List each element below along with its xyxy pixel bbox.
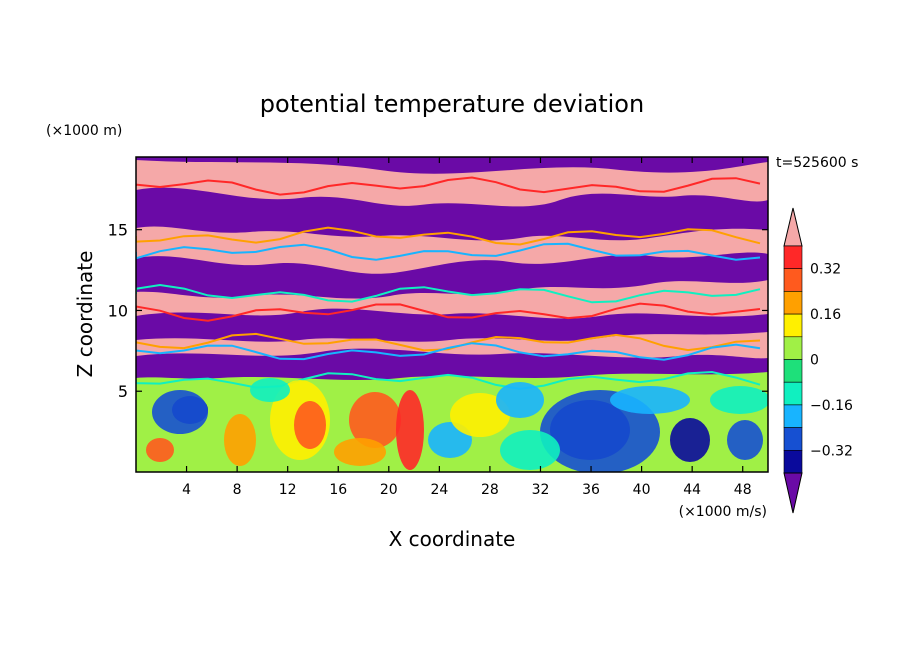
plot-frame bbox=[135, 156, 769, 473]
eddy-13 bbox=[224, 414, 256, 466]
x-tick-label: 48 bbox=[734, 482, 752, 498]
x-tick-label: 12 bbox=[279, 482, 297, 498]
eddy-2 bbox=[152, 390, 208, 434]
chart-title: potential temperature deviation bbox=[260, 90, 644, 118]
purple-layer-5 bbox=[136, 348, 768, 380]
x-tick-label: 44 bbox=[683, 482, 701, 498]
colorbar-bin bbox=[783, 359, 803, 383]
eddy-6 bbox=[396, 390, 424, 470]
colorbar: 0.32 0.16 0 −0.16 −0.32 bbox=[783, 207, 853, 514]
layer-fringe-6 bbox=[136, 332, 761, 352]
purple-layer-4 bbox=[136, 308, 768, 342]
eddy-16 bbox=[146, 438, 174, 462]
eddy-20 bbox=[334, 438, 386, 466]
eddy-15 bbox=[610, 386, 690, 414]
colorbar-tick-label: 0 bbox=[810, 353, 819, 369]
colorbar-bin bbox=[783, 268, 803, 292]
eddy-18 bbox=[496, 382, 544, 418]
y-tick-label: 15 bbox=[108, 221, 128, 240]
colorbar-extend-max bbox=[783, 207, 803, 247]
eddy-5 bbox=[349, 392, 401, 448]
purple-layer-2 bbox=[136, 187, 768, 241]
colorbar-bin bbox=[783, 427, 803, 451]
eddy-19 bbox=[250, 378, 290, 402]
layer-fringe-5 bbox=[136, 302, 761, 322]
x-tick-label: 32 bbox=[532, 482, 550, 498]
eddy-4 bbox=[294, 401, 326, 449]
eddy-14 bbox=[500, 430, 560, 470]
x-axis: 4 8 12 16 20 24 28 32 36 40 44 48 bbox=[182, 157, 752, 498]
x-tick-label: 24 bbox=[430, 482, 448, 498]
colorbar-tick-label: 0.16 bbox=[810, 307, 841, 323]
layer-fringe-8 bbox=[136, 370, 761, 390]
layer-fringe-3 bbox=[136, 242, 761, 261]
y-tick-label: 5 bbox=[118, 382, 128, 401]
y-axis-label: Z coordinate bbox=[73, 251, 97, 378]
time-label: t=525600 s bbox=[776, 155, 858, 171]
layer-fringe-7 bbox=[136, 342, 761, 361]
eddy-11 bbox=[670, 418, 710, 462]
colorbar-tick-label: −0.32 bbox=[810, 443, 853, 459]
x-axis-label: X coordinate bbox=[389, 527, 516, 551]
colorbar-bin bbox=[783, 404, 803, 428]
x-tick-label: 4 bbox=[182, 482, 191, 498]
purple-layer-3 bbox=[136, 252, 768, 299]
colorbar-bin bbox=[783, 313, 803, 338]
eddy-17 bbox=[710, 386, 768, 414]
y-tick-label: 10 bbox=[108, 301, 128, 320]
colorbar-bin bbox=[783, 336, 803, 360]
x-tick-label: 8 bbox=[233, 482, 242, 498]
y-unit-label: (×1000 m) bbox=[46, 123, 122, 139]
contour-field bbox=[136, 157, 768, 472]
colorbar-bin bbox=[783, 381, 803, 406]
colorbar-bin bbox=[783, 449, 803, 474]
layer-fringe-4 bbox=[136, 283, 761, 304]
colorbar-bin bbox=[783, 245, 803, 270]
x-tick-label: 28 bbox=[481, 482, 499, 498]
x-tick-label: 16 bbox=[329, 482, 347, 498]
x-tick-label: 20 bbox=[380, 482, 398, 498]
colorbar-extend-min bbox=[783, 472, 803, 514]
layer-fringe-1 bbox=[136, 176, 761, 196]
x-tick-label: 40 bbox=[633, 482, 651, 498]
colorbar-tick-label: 0.32 bbox=[810, 262, 841, 278]
x-tick-label: 36 bbox=[582, 482, 600, 498]
layer-fringe-2 bbox=[136, 226, 761, 246]
purple-layer-1 bbox=[136, 157, 768, 174]
colorbar-tick-label: −0.16 bbox=[810, 398, 853, 414]
eddy-8 bbox=[450, 393, 510, 437]
eddy-12 bbox=[727, 420, 763, 460]
colorbar-bin bbox=[783, 291, 803, 315]
y-axis: 5 10 15 bbox=[108, 221, 768, 401]
x-unit-label: (×1000 m/s) bbox=[679, 504, 767, 520]
